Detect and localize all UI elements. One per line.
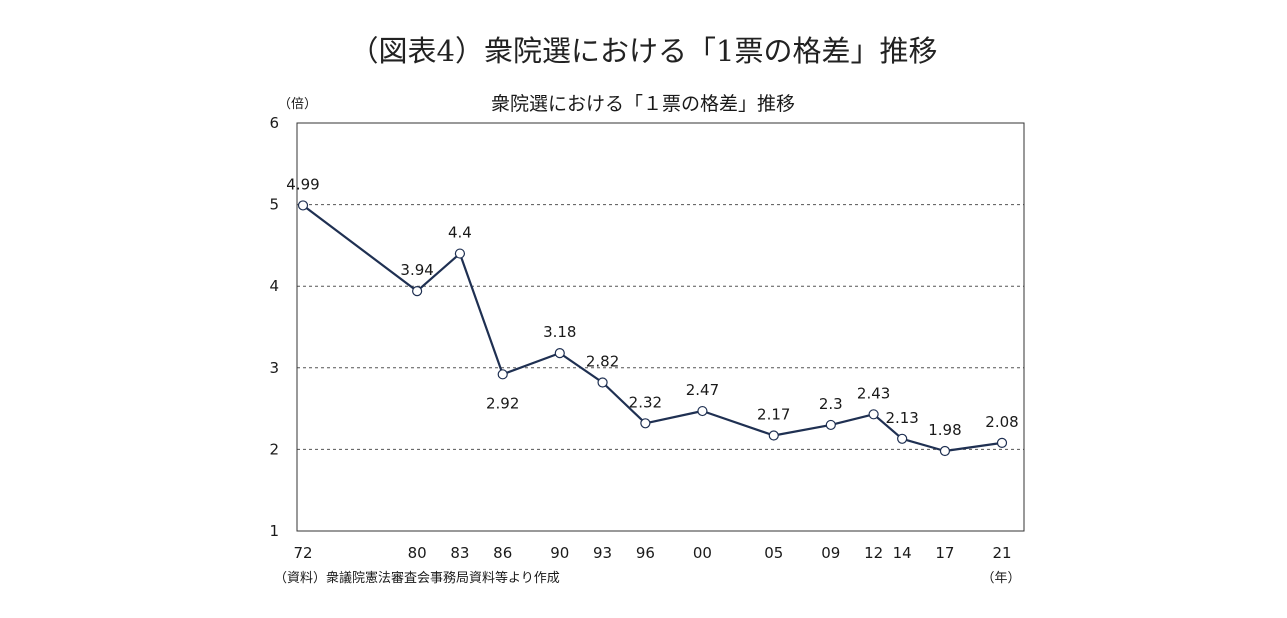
y-tick-labels: 1 2 3 4 5 6 <box>269 114 279 540</box>
data-point <box>897 433 908 444</box>
data-label: 2.3 <box>819 395 843 413</box>
source-note: （資料）衆議院憲法審査会事務局資料等より作成 <box>274 570 560 586</box>
data-point <box>554 348 565 359</box>
data-labels: 4.99 3.94 4.4 2.92 3.18 2.82 2.32 2.47 2.17 2.3 2.… <box>286 175 1018 439</box>
data-label: 2.17 <box>757 406 790 424</box>
x-tick-labels: 72 80 83 86 90 93 96 00 05 09 12 14 17 21 <box>293 544 1011 562</box>
data-label: 3.18 <box>543 323 576 341</box>
data-point <box>297 200 309 211</box>
x-tick-label: 09 <box>821 544 840 562</box>
y-tick-label: 5 <box>269 196 279 214</box>
data-label: 2.43 <box>857 384 890 402</box>
x-tick-label: 96 <box>636 544 655 562</box>
y-unit-label: （倍） <box>278 97 317 112</box>
x-tick-label: 14 <box>893 544 912 562</box>
x-unit-label: （年） <box>981 571 1020 586</box>
x-tick-label: 05 <box>764 544 783 562</box>
plot-area-border <box>296 122 1025 532</box>
data-label: 4.99 <box>286 175 319 193</box>
x-tick-label: 00 <box>693 544 712 562</box>
data-point <box>454 248 466 259</box>
x-tick-label: 83 <box>450 544 469 562</box>
data-point <box>939 445 951 457</box>
x-tick-label: 86 <box>493 544 512 562</box>
data-label: 2.32 <box>629 393 662 411</box>
x-tick-label: 90 <box>550 544 569 562</box>
x-tick-label: 21 <box>992 544 1011 562</box>
data-label: 3.94 <box>400 261 433 279</box>
data-point <box>497 369 508 380</box>
x-tick-label: 80 <box>408 544 427 562</box>
x-tick-label: 12 <box>864 544 883 562</box>
x-tick-label: 17 <box>935 544 954 562</box>
series-line <box>302 204 1003 453</box>
data-point <box>697 405 708 417</box>
data-label: 4.4 <box>448 224 472 242</box>
y-tick-label: 2 <box>269 440 279 458</box>
data-point <box>868 409 879 420</box>
y-tick-label: 4 <box>269 277 279 295</box>
data-label: 1.98 <box>928 421 961 439</box>
y-tick-label: 3 <box>269 359 279 377</box>
x-tick-label: 72 <box>293 544 312 562</box>
data-point <box>996 437 1008 448</box>
data-point <box>768 430 779 441</box>
data-label: 2.47 <box>686 381 719 399</box>
data-label: 2.08 <box>985 413 1018 431</box>
data-label: 2.92 <box>486 394 519 412</box>
chart-title: 衆院選における「１票の格差」推移 <box>491 93 795 115</box>
figure-title: （図表4）衆院選における「1票の格差」推移 <box>349 34 938 68</box>
y-tick-label: 6 <box>269 114 279 132</box>
data-point <box>597 377 608 388</box>
y-tick-label: 1 <box>269 522 279 540</box>
data-label: 2.13 <box>885 409 918 427</box>
data-point <box>640 418 651 429</box>
x-tick-label: 93 <box>593 544 612 562</box>
data-label: 2.82 <box>586 352 619 370</box>
data-points <box>297 200 1008 457</box>
data-point <box>825 419 836 431</box>
data-point <box>412 285 423 297</box>
